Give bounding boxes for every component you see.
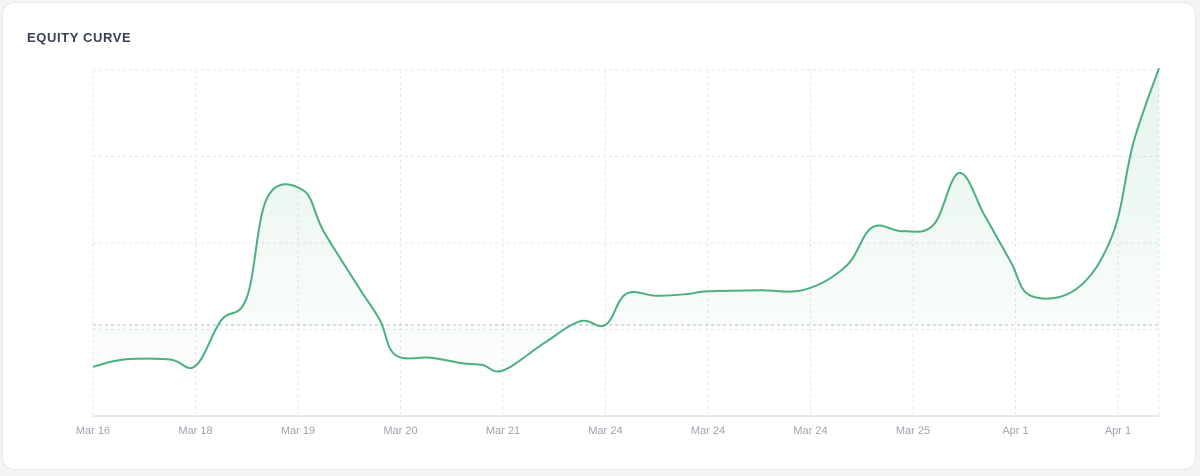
data-point <box>803 287 807 291</box>
data-point <box>578 319 582 323</box>
x-tick-label: Mar 20 <box>383 425 417 437</box>
data-point <box>1008 259 1012 263</box>
data-point <box>957 171 961 175</box>
data-point <box>168 358 172 362</box>
data-point <box>91 365 95 369</box>
x-tick-label: Mar 24 <box>588 425 622 437</box>
data-point <box>983 214 987 218</box>
data-points <box>91 66 1161 372</box>
data-point <box>194 364 198 368</box>
data-point <box>481 363 485 367</box>
x-tick-label: Mar 18 <box>178 425 212 437</box>
data-point <box>901 229 905 233</box>
data-point <box>624 292 628 296</box>
data-point <box>122 358 126 362</box>
data-point <box>265 195 269 199</box>
data-point <box>378 318 382 322</box>
x-tick-label: Apr 1 <box>1105 425 1131 437</box>
data-point <box>932 223 936 227</box>
data-point <box>542 341 546 345</box>
data-point <box>358 287 362 291</box>
data-point <box>655 294 659 298</box>
data-point <box>1131 141 1135 145</box>
x-tick-label: Mar 24 <box>793 425 827 437</box>
equity-line <box>92 67 1160 373</box>
data-point <box>429 356 433 360</box>
x-tick-label: Mar 19 <box>281 425 315 437</box>
data-point <box>245 296 249 300</box>
x-tick-label: Mar 24 <box>691 425 725 437</box>
x-tick-label: Mar 16 <box>76 425 110 437</box>
data-point <box>604 323 608 327</box>
data-point <box>1029 294 1033 298</box>
data-point <box>1111 232 1115 236</box>
data-point <box>870 226 874 230</box>
data-point <box>501 368 505 372</box>
data-point <box>301 188 305 192</box>
data-point <box>706 289 710 293</box>
data-point <box>322 229 326 233</box>
data-point <box>1157 66 1161 70</box>
x-tick-label: Apr 1 <box>1002 425 1028 437</box>
data-point <box>393 353 397 357</box>
data-point <box>757 288 761 292</box>
card-title: EQUITY CURVE <box>27 30 132 45</box>
data-point <box>686 292 690 296</box>
x-axis-ticks: Mar 16 Mar 18 Mar 19 Mar 20 Mar 21 Mar 24 Mar … <box>76 425 1131 437</box>
data-point <box>219 318 223 322</box>
data-point <box>844 264 848 268</box>
data-point <box>460 361 464 365</box>
x-tick-label: Mar 25 <box>896 425 930 437</box>
x-tick-label: Mar 21 <box>486 425 520 437</box>
equity-area-fill <box>93 68 1159 372</box>
data-point <box>1075 287 1079 291</box>
